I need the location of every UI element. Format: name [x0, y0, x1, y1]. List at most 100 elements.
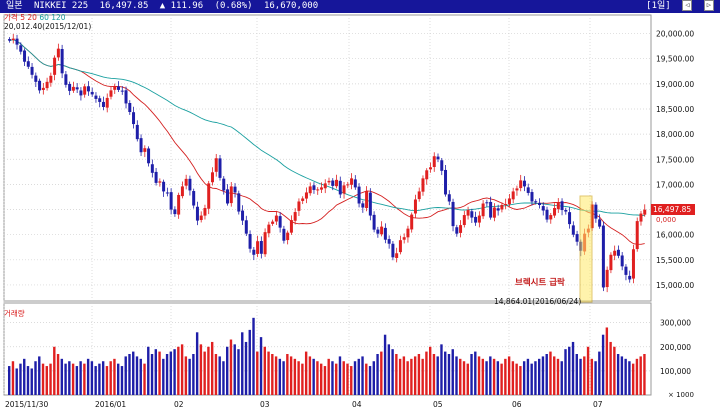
volume-bar	[522, 361, 526, 395]
candle-body	[162, 181, 166, 192]
candle-body	[545, 209, 549, 220]
volume-bar	[545, 354, 548, 395]
volume-bar	[391, 349, 394, 395]
volume-bar	[94, 366, 97, 395]
candle-body	[549, 215, 553, 220]
price-volume-chart[interactable]: 20,000.00 19,500.00 19,000.00 18,500.00 18,0…	[0, 13, 720, 409]
volume-bar	[120, 366, 124, 395]
candle-body	[444, 169, 448, 195]
ma-60-line	[9, 39, 645, 217]
candle-body	[154, 171, 158, 183]
candle-body	[526, 187, 530, 193]
volume-bar	[504, 358, 507, 395]
candle-body	[537, 202, 541, 206]
volume-bar	[195, 332, 199, 395]
candle-body	[263, 232, 267, 255]
candle-body	[135, 124, 139, 140]
volume-bar	[466, 363, 469, 395]
next-button[interactable]: ▷	[703, 0, 714, 11]
candle-body	[553, 208, 557, 216]
candle-body	[132, 112, 136, 125]
candle-body	[259, 241, 263, 254]
legend-ma120: 120	[51, 13, 66, 22]
volume-bar	[368, 366, 372, 395]
volume-bar	[259, 337, 263, 395]
candle-body	[447, 194, 451, 202]
candle-body	[350, 178, 354, 185]
volume-bar	[616, 354, 620, 395]
volume-bar	[383, 334, 387, 395]
candle-body	[492, 207, 496, 218]
candle-body	[312, 185, 316, 190]
volume-bar	[252, 317, 255, 395]
change-percent: (0.68%)	[214, 1, 253, 11]
volume-bar	[507, 356, 511, 395]
volume-bar	[541, 356, 545, 395]
candle-body	[496, 208, 500, 211]
volume-bar	[297, 361, 300, 395]
volume-bar	[226, 346, 229, 395]
candle-body	[376, 229, 380, 234]
volume-bar	[267, 351, 270, 395]
volume-bar	[286, 354, 289, 395]
volume-bar	[312, 358, 315, 395]
candle-body	[244, 220, 248, 234]
candle-body	[252, 249, 256, 255]
volume-bar	[346, 363, 349, 395]
volume-bar	[402, 356, 406, 395]
volume-bar	[233, 344, 236, 395]
candle-body	[222, 178, 226, 191]
volume-bar	[263, 346, 266, 395]
volume-bar	[631, 363, 635, 395]
volume-bar	[282, 361, 285, 395]
volume-bar	[271, 354, 274, 395]
price-legend: 가격 5 20 60 120 20,012.40(2015/12/01)	[4, 13, 91, 31]
candle-body	[11, 38, 15, 41]
candle-body	[323, 183, 327, 189]
candle-body	[71, 86, 75, 91]
volume-bar	[413, 356, 417, 395]
candle-body	[338, 180, 342, 195]
candle-body	[308, 186, 312, 194]
candle-body	[368, 192, 372, 216]
candle-body	[256, 241, 260, 254]
candle-body	[436, 156, 440, 160]
volume-bar	[26, 366, 30, 395]
candle-body	[147, 148, 151, 164]
volume-bar	[83, 363, 86, 395]
candle-body	[188, 178, 192, 191]
candle-body	[365, 191, 369, 209]
price-tick-label: 18,000.00	[656, 130, 694, 139]
period-button[interactable]: [1일]	[646, 1, 671, 11]
volume-bar	[564, 349, 567, 395]
volume-bar	[568, 346, 571, 395]
volume-bar	[23, 358, 26, 395]
volume-bar	[274, 356, 278, 395]
volume-bar	[180, 344, 184, 395]
candle-body	[98, 98, 102, 102]
volume-bar	[440, 344, 443, 395]
volume-bar	[34, 361, 37, 395]
volume-value: 16,670,000	[263, 1, 319, 11]
last-price-tag	[651, 204, 695, 215]
chart-area[interactable]: 20,000.00 19,500.00 19,000.00 18,500.00 18,0…	[0, 13, 720, 409]
volume-bar	[455, 356, 458, 395]
high-marker: 20,012.40(2015/12/01)	[4, 22, 92, 31]
candle-body	[391, 243, 395, 258]
candle-body	[301, 198, 305, 201]
candle-body	[38, 80, 42, 91]
candle-body	[173, 209, 177, 215]
price-tick-label: 15,000.00	[656, 281, 694, 290]
candle-body	[26, 61, 30, 67]
volume-bar	[214, 354, 218, 395]
volume-bar	[571, 341, 575, 395]
candle-body	[342, 185, 346, 194]
candle-body	[64, 74, 68, 85]
candle-body	[417, 191, 421, 200]
volume-bar	[124, 356, 127, 395]
volume-bar	[436, 356, 439, 395]
prev-button[interactable]: ◁	[682, 0, 693, 11]
candle-body	[68, 83, 72, 91]
volume-bar	[41, 363, 45, 395]
volume-bar	[79, 361, 82, 395]
